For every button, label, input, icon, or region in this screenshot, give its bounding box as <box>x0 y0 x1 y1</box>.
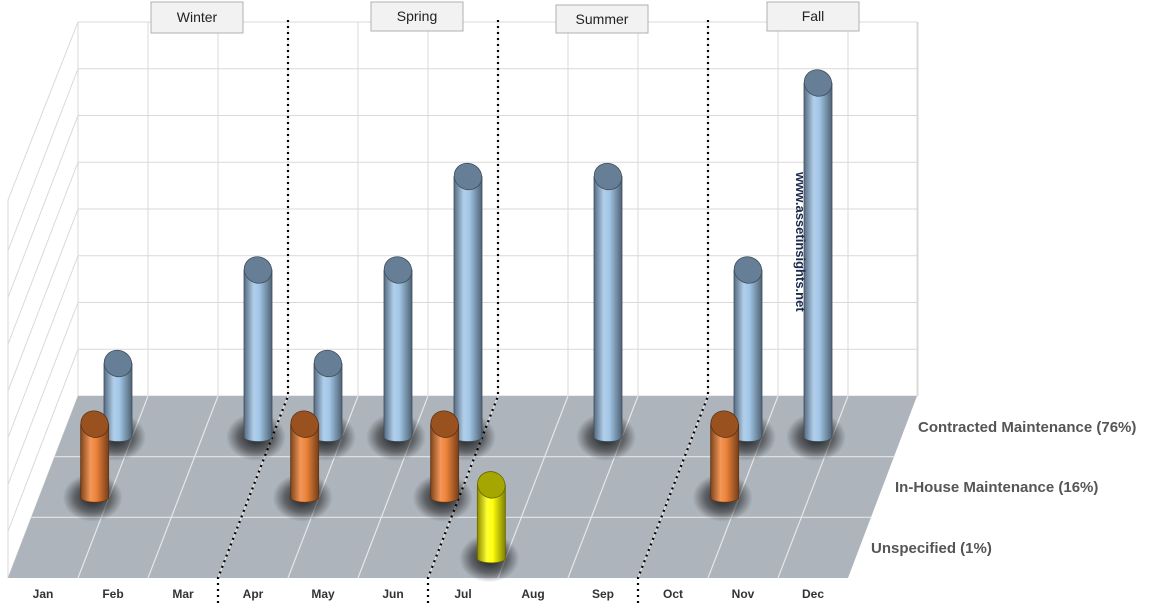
bar-in-house-apr <box>272 410 333 522</box>
bar-contracted-may <box>366 256 426 461</box>
season-label-spring: Spring <box>370 1 464 32</box>
season-divider <box>426 20 500 606</box>
bar-top <box>803 69 833 97</box>
season-dividers <box>216 20 710 606</box>
series-labels: Contracted Maintenance (76%) In-House Ma… <box>871 419 1136 557</box>
bar-top <box>733 256 763 284</box>
season-label-summer: Summer <box>555 4 649 34</box>
bar-top <box>313 349 343 378</box>
bar-contracted-mar <box>226 256 286 461</box>
bar-body <box>80 423 110 503</box>
bar-top <box>290 410 319 438</box>
bar-in-house-jan <box>62 410 123 522</box>
bar-body <box>430 423 460 503</box>
month-label: May <box>311 587 335 601</box>
series-label-unspecified: Unspecified (1%) <box>871 540 992 557</box>
bar-top <box>710 410 739 438</box>
gridline-side <box>7 302 79 485</box>
gridline-side <box>7 162 79 345</box>
season-labels: Winter Spring Summer Fall <box>150 1 860 34</box>
bar-body <box>243 269 273 442</box>
month-label: Jan <box>33 587 54 601</box>
season-text-spring: Spring <box>397 8 437 24</box>
bars-layer <box>62 69 846 583</box>
season-label-winter: Winter <box>150 1 244 34</box>
month-label: Dec <box>802 587 824 601</box>
bar-top <box>477 471 506 499</box>
watermark-text: www.assetinsights.net <box>793 171 808 312</box>
bar-in-house-jun <box>412 410 473 522</box>
gridline-side <box>7 115 79 298</box>
bar-body <box>710 423 740 503</box>
bar-contracted-aug <box>576 162 636 461</box>
gridline-side <box>7 349 79 532</box>
bar-body <box>803 82 833 442</box>
bar-body <box>383 269 413 442</box>
month-label: Apr <box>243 587 264 601</box>
season-text-summer: Summer <box>576 11 629 27</box>
month-label: Jul <box>454 587 471 601</box>
bar-body <box>733 269 763 442</box>
month-label: Feb <box>102 587 123 601</box>
bar-in-house-oct <box>692 410 753 522</box>
bar-top <box>383 256 413 284</box>
series-label-inhouse: In-House Maintenance (16%) <box>895 479 1098 496</box>
season-divider <box>216 20 290 606</box>
month-label: Mar <box>172 587 194 601</box>
month-label: Aug <box>521 587 544 601</box>
bar-body <box>453 176 483 442</box>
month-tick-labels: Jan Feb Mar Apr May Jun Jul Aug Sep Oct Nov Dec <box>33 587 825 601</box>
season-divider <box>636 20 710 606</box>
bar-top <box>103 349 133 378</box>
bar-top <box>243 256 273 284</box>
bar-top <box>453 162 483 191</box>
bar-unspecified-jul <box>459 471 520 583</box>
bar-body <box>593 176 623 442</box>
bar-contracted-nov <box>786 69 846 461</box>
month-label: Oct <box>663 587 683 601</box>
bar-top <box>430 410 459 438</box>
gridline-side <box>7 68 79 251</box>
bar-top <box>593 162 623 191</box>
season-label-fall: Fall <box>766 1 860 32</box>
gridline-side <box>7 255 79 438</box>
season-text-fall: Fall <box>802 8 825 24</box>
bar-body <box>290 423 320 503</box>
bar-body <box>476 484 506 564</box>
season-text-winter: Winter <box>177 9 218 25</box>
month-label: Jun <box>382 587 403 601</box>
series-label-contracted: Contracted Maintenance (76%) <box>918 419 1136 436</box>
gridline-side <box>7 208 79 392</box>
month-label: Nov <box>732 587 755 601</box>
floor-col-line <box>147 395 219 579</box>
month-label: Sep <box>592 587 614 601</box>
bar-top <box>80 410 109 438</box>
back-wall-gridlines <box>7 22 919 532</box>
